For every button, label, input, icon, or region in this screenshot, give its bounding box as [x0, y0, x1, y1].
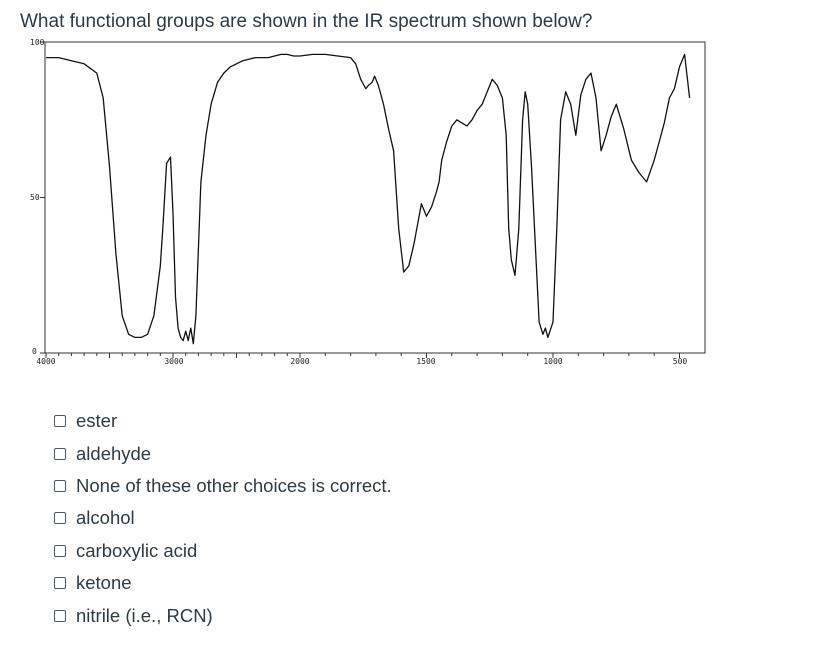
answer-option-aldehyde[interactable]: aldehyde	[54, 437, 392, 469]
x-label-4000: 4000	[36, 357, 55, 366]
checkbox[interactable]	[54, 447, 66, 460]
answer-option-ketone[interactable]: ketone	[54, 567, 392, 599]
x-label-3000: 3000	[164, 357, 183, 366]
plot-frame	[44, 41, 706, 354]
x-label-1500: 1500	[416, 357, 435, 366]
y-label-0: 0	[32, 347, 37, 356]
ir-spectrum: 100 50 0 4000 3000 2000 1500 1000 500	[30, 38, 706, 366]
answer-label: ketone	[76, 572, 132, 594]
y-label-50: 50	[30, 193, 40, 202]
checkbox[interactable]	[54, 544, 66, 557]
question-text: What functional groups are shown in the …	[20, 11, 593, 32]
answer-label: None of these other choices is correct.	[76, 474, 392, 496]
checkbox[interactable]	[54, 415, 66, 428]
answer-option-alcohol[interactable]: alcohol	[54, 502, 392, 534]
y-tick-marks	[40, 41, 45, 354]
answer-option-ester[interactable]: ester	[54, 405, 392, 437]
checkbox[interactable]	[54, 479, 66, 492]
answer-option-nitrile[interactable]: nitrile (i.e., RCN)	[54, 599, 392, 631]
answer-label: alcohol	[76, 507, 135, 529]
x-label-1000: 1000	[543, 357, 562, 366]
checkbox[interactable]	[54, 512, 66, 525]
x-label-2000: 2000	[290, 357, 309, 366]
answer-label: nitrile (i.e., RCN)	[76, 604, 213, 626]
x-tick-marks	[45, 353, 680, 358]
answer-list: ester aldehyde None of these other choic…	[54, 405, 392, 632]
spectrum-trace-0	[46, 53, 691, 345]
answer-label: ester	[76, 410, 118, 432]
answer-label: carboxylic acid	[76, 539, 198, 561]
x-label-500: 500	[673, 357, 688, 366]
answer-option-none-of-these[interactable]: None of these other choices is correct.	[54, 470, 392, 502]
y-label-100: 100	[30, 38, 45, 47]
answer-label: aldehyde	[76, 442, 152, 464]
checkbox[interactable]	[54, 577, 66, 590]
answer-option-carboxylic-acid[interactable]: carboxylic acid	[54, 535, 392, 567]
checkbox[interactable]	[54, 609, 66, 622]
